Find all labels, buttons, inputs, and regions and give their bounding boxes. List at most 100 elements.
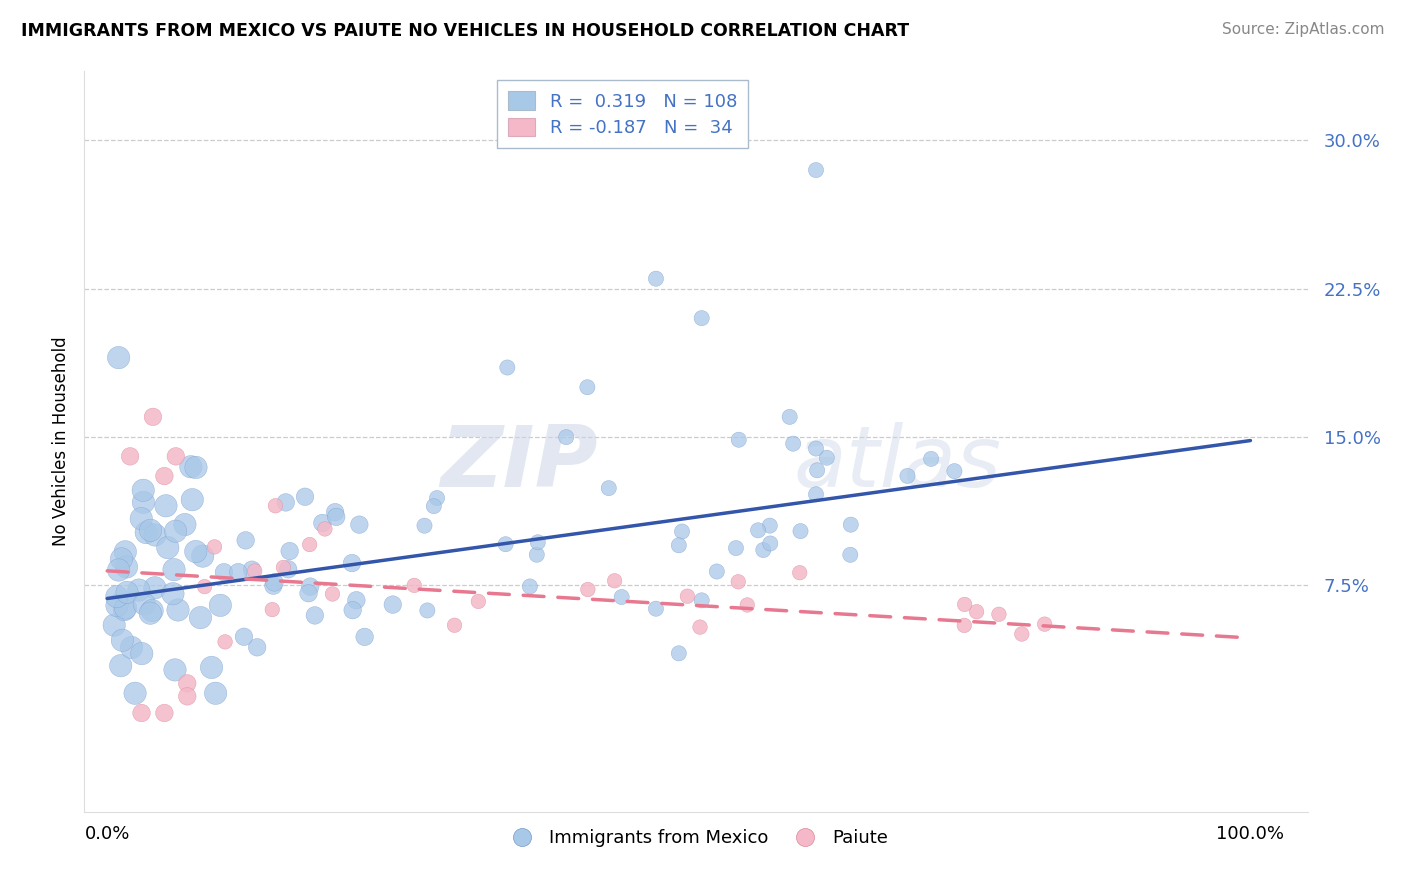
Point [839,517,862,532]
Point [156,541,179,555]
Point [114,545,136,559]
Point [467,594,489,608]
Point [645,601,668,615]
Point [576,582,599,597]
Point [779,409,801,424]
Point [297,586,319,600]
Point [706,565,728,579]
Point [114,601,136,615]
Point [200,660,222,674]
Text: atlas: atlas [794,422,1002,505]
Point [804,442,827,456]
Point [184,460,207,475]
Point [128,583,150,598]
Point [233,630,256,644]
Point [243,564,266,578]
Point [752,543,775,558]
Point [262,602,284,616]
Point [298,537,321,551]
Point [110,552,132,566]
Point [342,603,364,617]
Point [132,483,155,498]
Point [262,579,284,593]
Point [668,646,690,660]
Point [943,464,966,478]
Point [416,603,439,617]
Text: Source: ZipAtlas.com: Source: ZipAtlas.com [1222,22,1385,37]
Point [273,560,295,574]
Point [204,540,226,554]
Point [162,587,184,601]
Point [226,565,249,579]
Point [349,517,371,532]
Point [299,580,322,594]
Point [209,599,232,613]
Point [155,499,177,513]
Point [143,528,166,542]
Point [264,499,287,513]
Point [423,499,446,513]
Point [121,640,143,655]
Point [598,481,620,495]
Point [103,618,125,632]
Point [180,459,202,474]
Point [804,163,827,178]
Point [896,469,918,483]
Point [263,575,285,590]
Point [953,598,976,612]
Point [277,562,299,576]
Point [724,541,747,555]
Point [690,311,713,326]
Text: ZIP: ZIP [440,422,598,505]
Point [214,635,236,649]
Point [176,676,198,690]
Point [115,585,138,599]
Point [443,618,465,632]
Point [107,351,129,365]
Point [135,525,157,540]
Point [115,560,138,574]
Point [323,505,346,519]
Point [381,598,404,612]
Point [153,469,176,483]
Point [311,516,333,530]
Point [806,463,828,477]
Point [246,640,269,655]
Point [920,451,942,466]
Point [163,563,186,577]
Point [112,602,135,616]
Point [304,608,326,623]
Point [139,606,162,620]
Point [645,271,668,285]
Point [274,495,297,509]
Point [132,495,155,509]
Point [815,450,838,465]
Point [240,563,263,577]
Point [527,535,550,549]
Point [839,548,862,562]
Point [294,490,316,504]
Point [142,409,165,424]
Point [212,566,235,580]
Point [344,593,367,607]
Point [143,581,166,595]
Point [1033,617,1056,632]
Point [325,509,347,524]
Point [727,574,749,589]
Point [174,517,197,532]
Point [204,686,226,700]
Y-axis label: No Vehicles in Household: No Vehicles in Household [52,336,70,547]
Point [404,578,426,592]
Point [165,524,187,539]
Point [727,433,749,447]
Point [966,605,988,619]
Point [804,487,827,501]
Point [603,574,626,588]
Point [120,450,142,464]
Point [131,706,153,720]
Point [141,604,163,618]
Point [413,518,436,533]
Point [165,450,187,464]
Point [789,524,811,538]
Point [789,566,811,580]
